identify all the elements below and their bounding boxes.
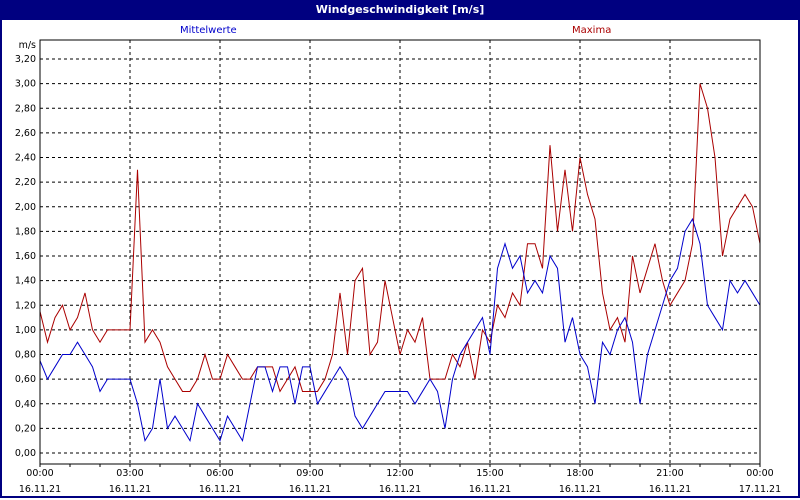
x-axis: 00:00 16.11.21 03:00 16.11.21 06:00 16.11.21 0… <box>19 464 781 495</box>
svg-text:1,20: 1,20 <box>15 300 36 311</box>
y-axis: 0,00 0,20 0,40 0,60 0,80 1,00 1,20 1,40 1,60 1,80… <box>15 40 36 459</box>
svg-text:0,60: 0,60 <box>15 374 36 385</box>
svg-text:m/s: m/s <box>19 40 36 51</box>
svg-text:1,80: 1,80 <box>15 226 36 237</box>
svg-text:16.11.21: 16.11.21 <box>559 484 601 495</box>
svg-text:16.11.21: 16.11.21 <box>19 484 61 495</box>
svg-text:18:00: 18:00 <box>566 468 593 479</box>
svg-text:0,20: 0,20 <box>15 423 36 434</box>
legend-max: Maxima <box>572 25 612 36</box>
svg-text:1,60: 1,60 <box>15 251 36 262</box>
svg-text:16.11.21: 16.11.21 <box>649 484 691 495</box>
mean-line <box>39 217 761 443</box>
svg-text:16.11.21: 16.11.21 <box>289 484 331 495</box>
svg-text:12:00: 12:00 <box>386 468 413 479</box>
plot-border <box>39 39 761 465</box>
svg-text:03:00: 03:00 <box>116 468 143 479</box>
svg-text:21:00: 21:00 <box>656 468 683 479</box>
legend-mean: Mittelwerte <box>180 25 237 36</box>
svg-text:3,00: 3,00 <box>15 79 36 90</box>
svg-text:00:00: 00:00 <box>746 468 773 479</box>
maxima-line <box>39 83 761 393</box>
svg-text:06:00: 06:00 <box>206 468 233 479</box>
svg-text:0,00: 0,00 <box>15 448 36 459</box>
grid <box>40 40 760 464</box>
svg-text:2,00: 2,00 <box>15 202 36 213</box>
svg-text:2,80: 2,80 <box>15 103 36 114</box>
svg-text:1,40: 1,40 <box>15 276 36 287</box>
svg-text:15:00: 15:00 <box>476 468 503 479</box>
svg-text:16.11.21: 16.11.21 <box>379 484 421 495</box>
svg-text:3,20: 3,20 <box>15 54 36 65</box>
svg-text:17.11.21: 17.11.21 <box>739 484 781 495</box>
svg-text:1,00: 1,00 <box>15 325 36 336</box>
svg-text:0,80: 0,80 <box>15 350 36 361</box>
svg-text:16.11.21: 16.11.21 <box>469 484 511 495</box>
window-title: Windgeschwindigkeit [m/s] <box>0 0 800 20</box>
svg-text:2,60: 2,60 <box>15 128 36 139</box>
svg-text:0,40: 0,40 <box>15 399 36 410</box>
svg-text:16.11.21: 16.11.21 <box>199 484 241 495</box>
svg-text:09:00: 09:00 <box>296 468 323 479</box>
svg-text:00:00: 00:00 <box>26 468 53 479</box>
svg-text:2,20: 2,20 <box>15 177 36 188</box>
svg-text:16.11.21: 16.11.21 <box>109 484 151 495</box>
svg-text:2,40: 2,40 <box>15 153 36 164</box>
